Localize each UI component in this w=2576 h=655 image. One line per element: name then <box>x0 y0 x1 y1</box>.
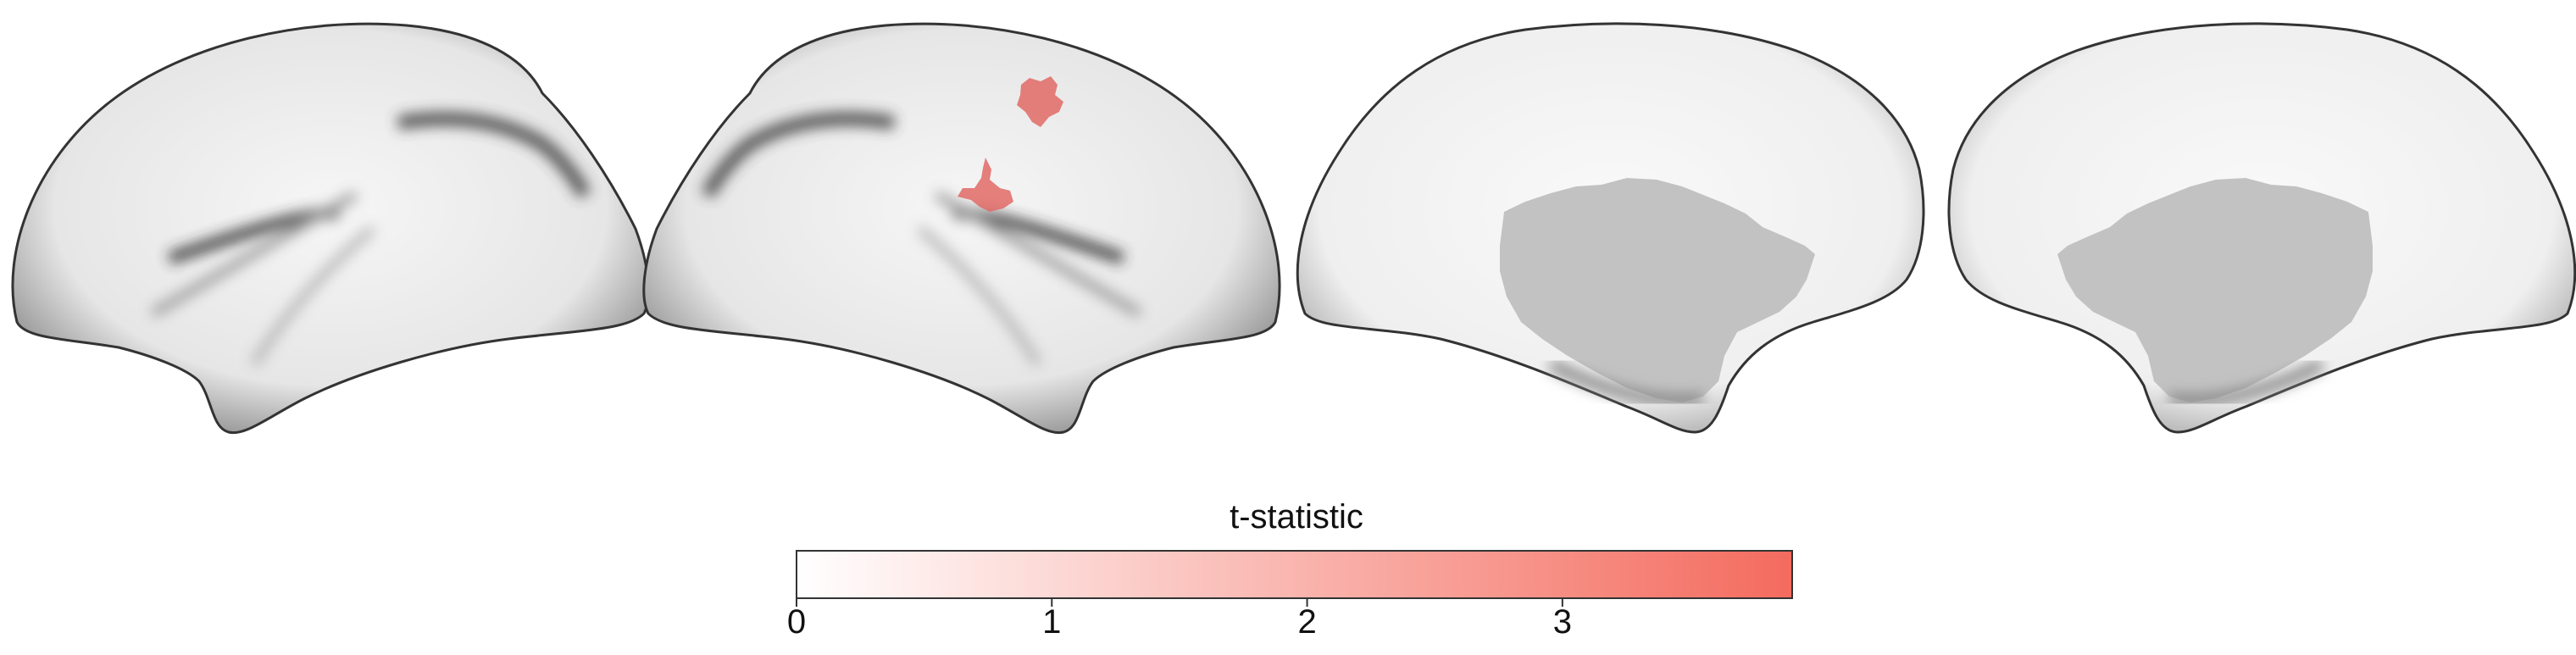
colorbar-tick-label: 3 <box>1552 603 1572 641</box>
medial-wall <box>1500 178 1815 402</box>
colorbar-tick-label: 0 <box>786 603 807 641</box>
right-medial-hemisphere <box>1947 22 2576 434</box>
colorbar-gradient <box>796 550 1793 599</box>
colorbar-ticks <box>796 598 1563 607</box>
activation-cluster-lower <box>958 158 1013 212</box>
colorbar <box>796 550 1793 607</box>
colorbar-label: t-statistic <box>1230 498 1363 536</box>
left-medial-hemisphere <box>1296 22 1925 434</box>
colorbar-tick-label: 2 <box>1297 603 1317 641</box>
right-lateral-hemisphere <box>642 22 1281 435</box>
colorbar-tick-label: 1 <box>1042 603 1062 641</box>
activation-cluster-upper <box>1017 76 1063 127</box>
medial-wall <box>2057 178 2373 402</box>
left-lateral-hemisphere <box>11 22 650 435</box>
